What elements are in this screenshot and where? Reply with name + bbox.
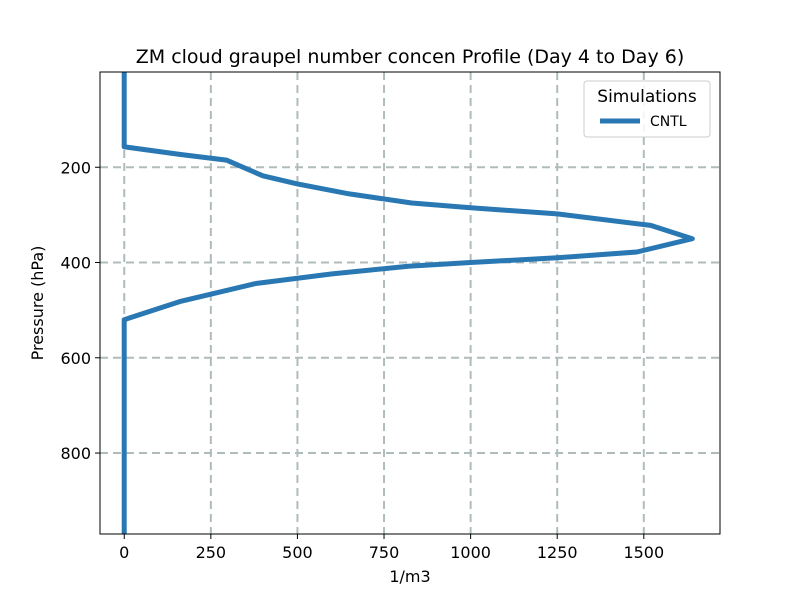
y-axis: 200 400 600 800 (60, 158, 100, 463)
y-axis-label: Pressure (hPa) (28, 246, 47, 361)
x-axis-label: 1/m3 (389, 567, 430, 586)
x-axis: 0 250 500 750 1000 1250 1500 (119, 534, 664, 562)
x-tick-label: 250 (196, 543, 227, 562)
x-tick-label: 500 (282, 543, 313, 562)
y-tick-label: 800 (60, 444, 91, 463)
plot-area-frame (99, 71, 721, 535)
y-tick-label: 600 (60, 349, 91, 368)
legend-title: Simulations (597, 87, 697, 107)
x-tick-label: 1000 (450, 543, 491, 562)
x-tick-label: 750 (369, 543, 400, 562)
series-layer (121, 72, 695, 534)
legend: Simulations CNTL (583, 80, 711, 138)
x-tick-label: 0 (119, 543, 129, 562)
legend-label-cntl: CNTL (650, 114, 687, 130)
series-line-cntl (121, 72, 695, 534)
y-tick-label: 400 (60, 254, 91, 273)
y-tick-label: 200 (60, 158, 91, 177)
x-tick-label: 1500 (623, 543, 664, 562)
grid-lines (100, 72, 720, 534)
x-tick-label: 1250 (537, 543, 578, 562)
chart-title: ZM cloud graupel number concen Profile (… (136, 46, 684, 68)
